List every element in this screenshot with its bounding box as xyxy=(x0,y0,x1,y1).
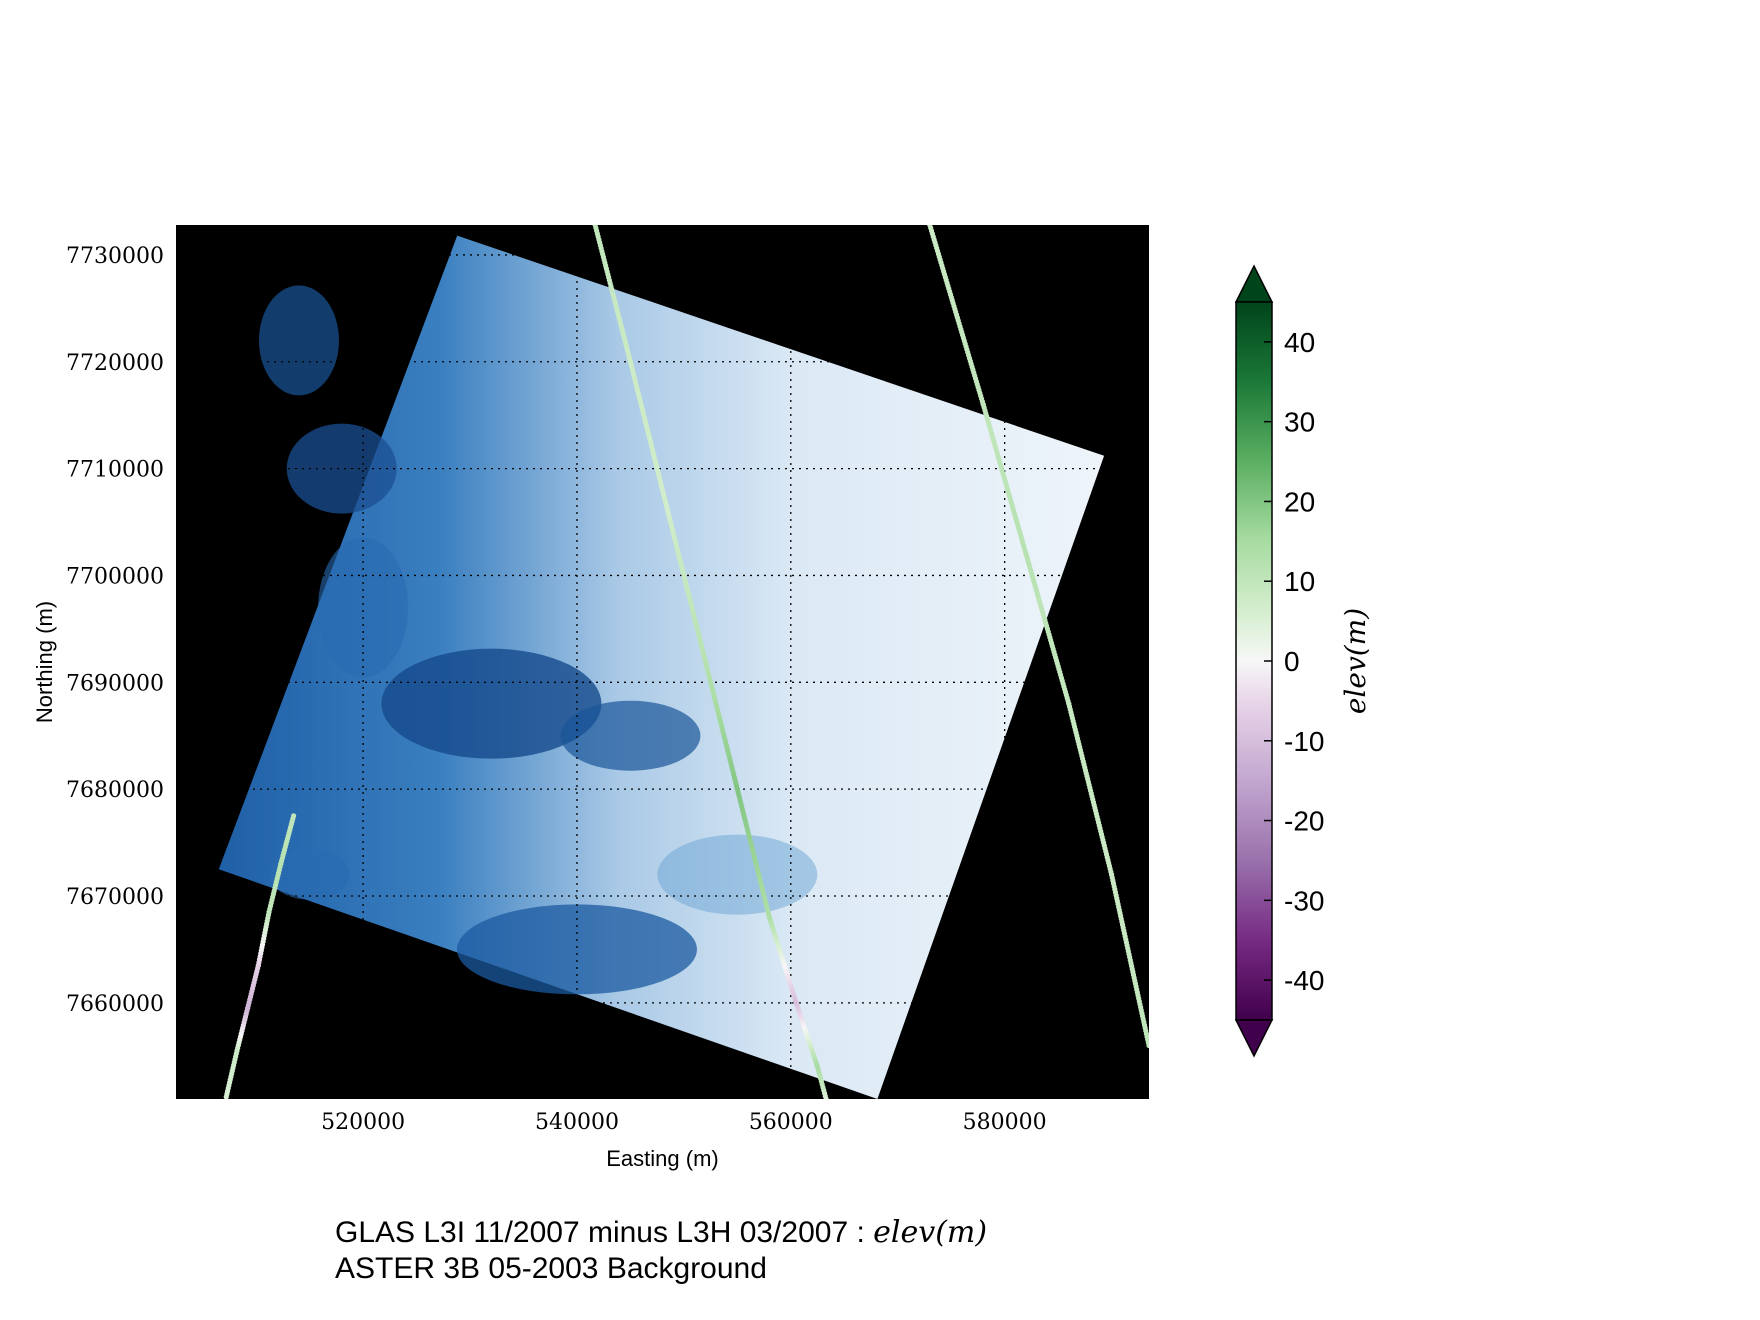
colorbar: 40 30 20 10 0 -10 -20 -30 -40 elev(m) xyxy=(1234,264,1372,1058)
x-tick-label: 520000 xyxy=(321,1110,405,1135)
colorbar-tick-label: 10 xyxy=(1284,566,1315,597)
terrain-patch xyxy=(258,285,339,396)
caption-line-1-math: elev(m) xyxy=(873,1215,988,1250)
x-tick-label: 560000 xyxy=(749,1110,833,1135)
x-tick-label: 580000 xyxy=(963,1110,1047,1135)
colorbar-label: elev(m) xyxy=(1339,608,1372,714)
x-axis-ticks: 520000 540000 560000 580000 xyxy=(321,1093,1047,1135)
terrain-patch xyxy=(560,700,701,771)
colorbar-tick-label: -20 xyxy=(1284,806,1324,837)
y-tick-label: 7720000 xyxy=(66,351,164,376)
y-axis-label: Northing (m) xyxy=(32,601,57,723)
caption-line-2: ASTER 3B 05-2003 Background xyxy=(335,1252,767,1285)
caption-line-1: GLAS L3I 11/2007 minus L3H 03/2007 : ele… xyxy=(335,1215,987,1250)
colorbar-tick-label: -40 xyxy=(1284,965,1324,996)
y-tick-label: 7670000 xyxy=(66,885,164,910)
track-point xyxy=(823,1096,829,1099)
y-tick-label: 7700000 xyxy=(66,564,164,589)
terrain-patch xyxy=(657,834,818,915)
colorbar-extend-min xyxy=(1234,1019,1274,1058)
x-axis-label: Easting (m) xyxy=(606,1146,718,1171)
y-tick-label: 7680000 xyxy=(66,778,164,803)
y-tick-label: 7710000 xyxy=(66,458,164,483)
dark-terrain-patches xyxy=(258,285,818,995)
caption-line-1-text: GLAS L3I 11/2007 minus L3H 03/2007 : xyxy=(335,1216,874,1249)
colorbar-tick-label: 0 xyxy=(1284,646,1300,677)
terrain-patch xyxy=(381,648,602,759)
x-tick-label: 540000 xyxy=(535,1110,619,1135)
track-point xyxy=(291,813,297,819)
colorbar-extend-max xyxy=(1234,264,1274,303)
colorbar-tick-label: 30 xyxy=(1284,407,1315,438)
grid xyxy=(176,225,1149,1099)
colorbar-tick-label: 20 xyxy=(1284,486,1315,517)
track-point xyxy=(1146,1042,1149,1049)
glas-tracks xyxy=(223,225,1149,1099)
aster-background-image xyxy=(218,235,1105,1099)
colorbar-tick-label: 40 xyxy=(1284,327,1315,358)
terrain-patch xyxy=(318,537,409,678)
colorbar-tick-label: -10 xyxy=(1284,726,1324,757)
y-tick-label: 7690000 xyxy=(66,671,164,696)
y-axis-ticks: 7660000 7670000 7680000 7690000 7700000 77100… xyxy=(66,244,164,1017)
terrain-patch xyxy=(269,849,350,900)
y-tick-label: 7660000 xyxy=(66,992,164,1017)
plot-area xyxy=(176,225,1149,1099)
terrain-patch xyxy=(456,904,697,995)
terrain-patch xyxy=(286,423,397,514)
colorbar-tick-label: -30 xyxy=(1284,885,1324,916)
y-tick-label: 7730000 xyxy=(66,244,164,269)
colorbar-ticks: 40 30 20 10 0 -10 -20 -30 -40 xyxy=(1264,327,1324,996)
